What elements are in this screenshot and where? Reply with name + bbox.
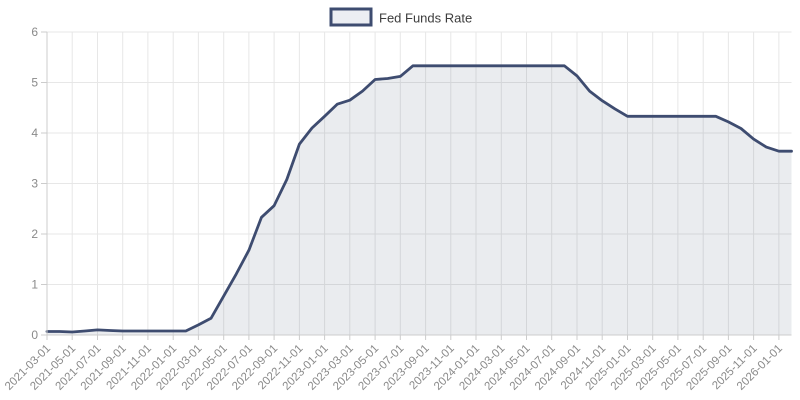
y-axis-tick-label: 6 — [31, 25, 38, 39]
legend-label: Fed Funds Rate — [379, 11, 472, 26]
y-axis-labels: 0 1 2 3 4 5 6 — [31, 25, 38, 342]
legend-swatch — [329, 7, 373, 27]
chart-axes — [41, 31, 792, 340]
y-axis-tick-label: 4 — [31, 126, 38, 140]
y-axis-tick-label: 2 — [31, 227, 38, 241]
y-axis-tick-label: 1 — [31, 278, 38, 292]
area-fill — [47, 65, 792, 336]
y-axis-tick-label: 3 — [31, 177, 38, 191]
chart-legend[interactable]: Fed Funds Rate — [329, 7, 472, 27]
x-axis-labels: 2021-03-012021-05-012021-07-012021-09-01… — [3, 343, 785, 393]
chart-gridlines — [46, 31, 792, 336]
y-axis-tick-label: 5 — [31, 76, 38, 90]
y-axis-tick-label: 0 — [31, 328, 38, 342]
series-line — [45, 64, 793, 334]
